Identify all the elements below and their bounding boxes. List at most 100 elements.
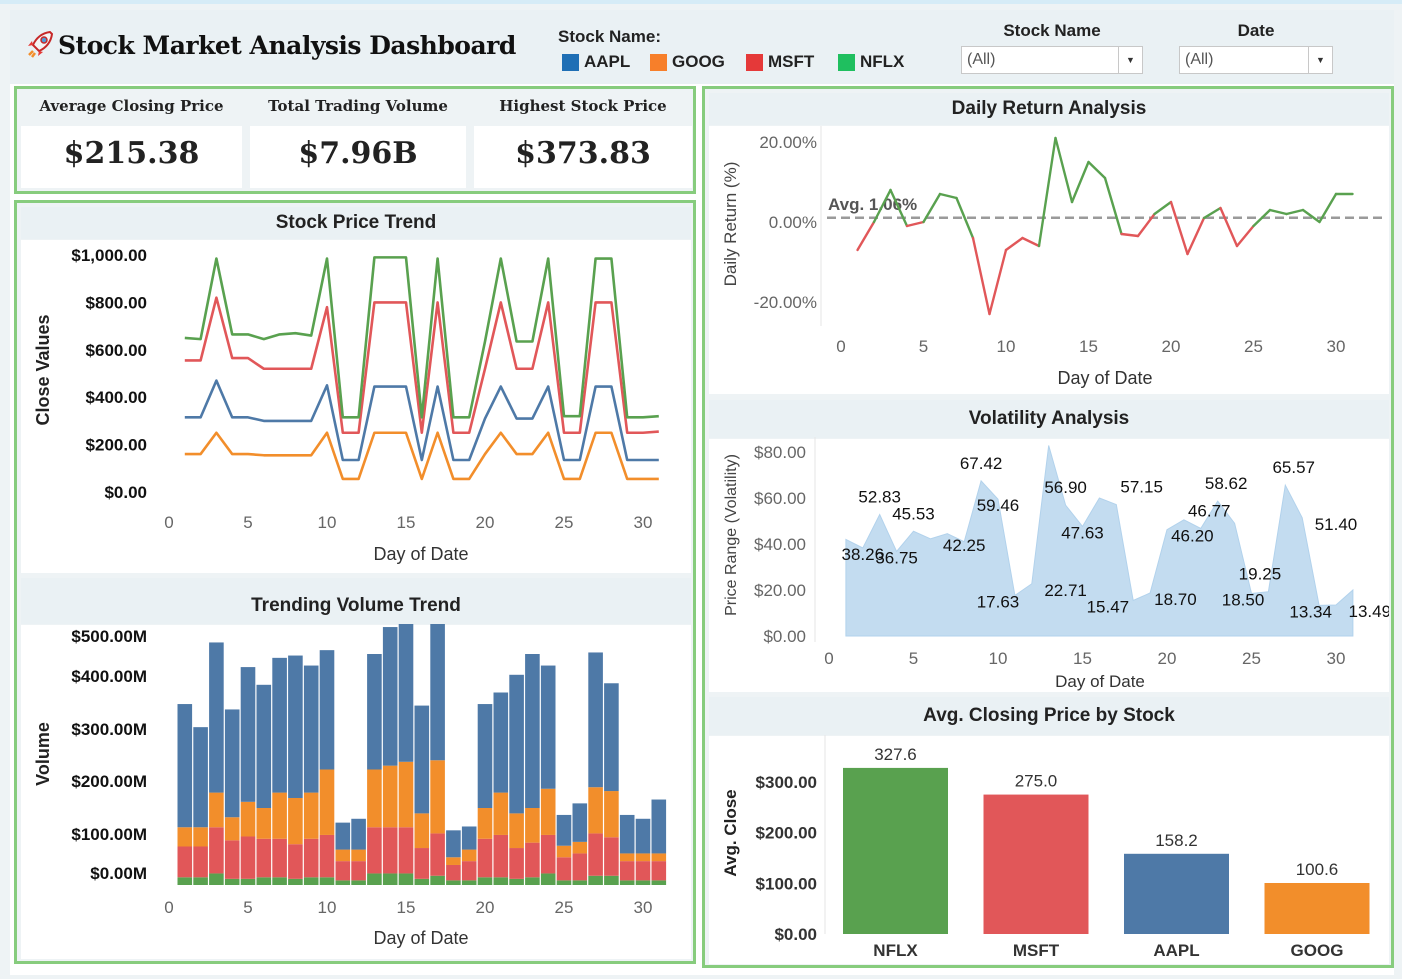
volume-bar-segment-nflx [509, 878, 524, 885]
bar-value-label: 100.6 [1296, 860, 1339, 879]
x-tick-label: 15 [397, 513, 416, 532]
return-line-segment [922, 192, 942, 224]
x-tick-label: 20 [1158, 649, 1177, 668]
legend-item-aapl[interactable]: AAPL [562, 52, 630, 72]
volume-bar-segment-msft [319, 834, 335, 878]
x-axis-label: Day of Date [1057, 368, 1152, 388]
volume-bar-segment-nflx [367, 873, 382, 885]
volume-bar-segment-nflx [619, 880, 635, 885]
avg-close-bar-msft [983, 794, 1089, 934]
return-line-segment [1301, 208, 1321, 224]
volatility-area [845, 445, 1354, 637]
y-tick-label: $500.00M [71, 627, 147, 646]
chevron-down-icon[interactable]: ▼ [1308, 47, 1332, 73]
volume-bar-segment-msft [446, 864, 461, 881]
volume-bar-segment-goog [240, 801, 256, 837]
stock-name-filter-value: (All) [967, 51, 996, 68]
date-filter-dropdown[interactable]: (All) ▼ [1179, 46, 1333, 74]
bar-value-label: 275.0 [1015, 772, 1058, 791]
volume-bar-segment-msft [256, 838, 272, 878]
x-tick-label: 30 [634, 513, 653, 532]
volatility-data-label: 13.49 [1349, 602, 1389, 621]
legend-label: GOOG [672, 52, 725, 71]
return-line-segment [1235, 224, 1255, 248]
volume-bar-segment-nflx [556, 880, 572, 885]
volume-bar-segment-goog [193, 827, 208, 847]
volume-bar-segment-msft [288, 844, 303, 879]
y-tick-label: $1,000.00 [71, 246, 147, 265]
return-line-segment [1087, 160, 1107, 180]
x-tick-label: 0 [824, 649, 833, 668]
volatility-chart: $80.00 $60.00 $40.00 $20.00 $0.00 0 5 10 15 20 25 3… [723, 437, 1389, 691]
volume-bar-segment-goog [398, 761, 414, 828]
volume-bar-segment-goog [540, 788, 556, 835]
volume-bar-segment-aapl [635, 818, 651, 854]
volatility-data-label: 13.34 [1289, 602, 1332, 621]
avg-close-bar-nflx [843, 767, 948, 934]
bar-category-label: NFLX [873, 941, 918, 960]
x-tick-label: 25 [1244, 337, 1263, 356]
kpi-value: $215.38 [63, 136, 200, 171]
y-axis-label: Volume [33, 722, 53, 786]
volume-bar-segment-aapl [540, 665, 556, 789]
legend-item-msft[interactable]: MSFT [746, 52, 814, 72]
stock-name-filter-dropdown[interactable]: (All) ▼ [961, 46, 1143, 74]
y-tick-label: $200.00 [86, 436, 147, 455]
volume-bar-segment-aapl [382, 627, 398, 766]
volume-bar-segment-msft [335, 861, 351, 881]
volatility-data-label: 59.46 [977, 496, 1020, 515]
legend-swatch [746, 53, 763, 71]
stock-name-filter-label: Stock Name [1003, 21, 1101, 40]
y-tick-label: $800.00 [86, 293, 147, 312]
legend-item-nflx[interactable]: NFLX [838, 52, 904, 72]
bar-category-label: AAPL [1153, 941, 1199, 960]
volume-bar-segment-goog [177, 827, 193, 847]
x-axis-label: Day of Date [373, 544, 468, 564]
legend-item-goog[interactable]: GOOG [650, 52, 725, 72]
volume-bar-segment-aapl [446, 830, 461, 858]
volume-bar-segment-aapl [398, 624, 414, 762]
volume-bar-segment-aapl [525, 654, 540, 808]
volume-bar-segment-aapl [556, 814, 572, 846]
return-line-segment [1318, 192, 1338, 224]
volume-bar-segment-msft [303, 838, 319, 878]
volume-bar-segment-msft [509, 848, 524, 879]
price-trend-card [21, 240, 691, 573]
volume-bar-segment-nflx [446, 880, 461, 885]
volume-bar-segment-goog [446, 857, 461, 865]
return-line-segment [1169, 200, 1189, 256]
volume-bar-segment-msft [367, 827, 382, 874]
volume-bar-segment-aapl [430, 624, 445, 761]
volume-bar-segment-aapl [193, 727, 208, 828]
volume-bar-segment-nflx [540, 873, 556, 885]
volume-bar-segment-goog [319, 769, 335, 835]
volume-bar-segment-aapl [588, 652, 603, 788]
volume-bar-segment-aapl [619, 814, 635, 854]
volume-bar-segment-goog [303, 792, 319, 839]
bar-category-label: MSFT [1013, 941, 1060, 960]
volume-bar-segment-goog [382, 765, 398, 828]
volume-bar-segment-msft [193, 846, 208, 878]
legend-label: NFLX [860, 52, 905, 71]
volume-bar-segment-aapl [240, 667, 256, 802]
volume-bar-segment-goog [525, 808, 540, 843]
volume-bar-segment-aapl [319, 650, 335, 770]
volume-bar-segment-goog [493, 792, 509, 835]
volume-bar-segment-goog [224, 817, 240, 841]
volume-bar-segment-goog [572, 841, 588, 854]
volume-bar-segment-nflx [398, 873, 414, 885]
dashboard-header: Stock Market Analysis Dashboard Stock Na… [10, 10, 1394, 84]
y-tick-label: $0.00 [104, 483, 147, 502]
volume-bar-segment-nflx [651, 880, 667, 885]
kpi-value: $7.96B [298, 136, 418, 171]
volatility-title: Volatility Analysis [709, 400, 1389, 438]
average-reference-label: Avg. 1.06% [828, 195, 917, 214]
chevron-down-icon[interactable]: ▼ [1118, 47, 1142, 73]
volume-bar-segment-goog [651, 853, 667, 862]
volume-bar-segment-goog [461, 849, 477, 862]
series-line-goog [184, 431, 659, 481]
y-tick-label: $200.00M [71, 772, 147, 791]
volume-bar-segment-aapl [256, 684, 272, 808]
volume-bar-segment-goog [430, 760, 445, 834]
volume-bar-segment-nflx [351, 880, 366, 885]
